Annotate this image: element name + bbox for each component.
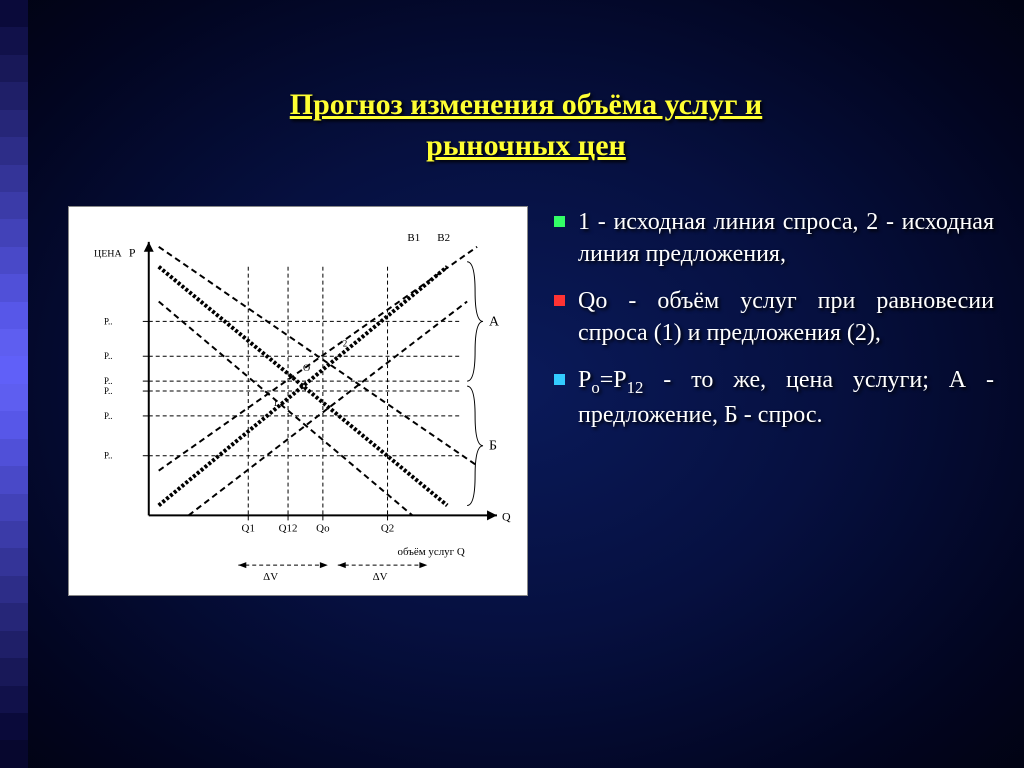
sidebar-square	[0, 137, 28, 164]
svg-text:Б: Б	[489, 439, 497, 454]
title-block: Прогноз изменения объёма услуг и рыночны…	[28, 85, 1024, 166]
sidebar-square	[0, 0, 28, 27]
sidebar-square	[0, 274, 28, 301]
svg-text:1: 1	[273, 398, 277, 408]
svg-text:А: А	[489, 314, 499, 329]
sidebar-square	[0, 302, 28, 329]
title-line-1: Прогноз изменения объёма услуг и	[290, 88, 762, 121]
svg-text:Q1: Q1	[242, 522, 255, 534]
svg-text:Q2: Q2	[381, 522, 394, 534]
sidebar-square	[0, 631, 28, 658]
sidebar-square	[0, 439, 28, 466]
sidebar-square	[0, 247, 28, 274]
sidebar-square	[0, 82, 28, 109]
svg-text:ΔV: ΔV	[263, 571, 278, 583]
sidebar-square	[0, 548, 28, 575]
diagram-svg: Q1Q12QоQ2QЦЕНАPобъём услуг QВ1В2АБP..P..…	[69, 207, 527, 595]
svg-text:ЦЕНА: ЦЕНА	[94, 249, 122, 260]
slide-content: Прогноз изменения объёма услуг и рыночны…	[28, 0, 1024, 768]
bullet-text: Pо=P12 - то же, цена услуги; А - предлож…	[578, 367, 994, 428]
sidebar-square	[0, 576, 28, 603]
sidebar-square	[0, 55, 28, 82]
sidebar-square	[0, 466, 28, 493]
sidebar-square	[0, 740, 28, 767]
svg-text:P..: P..	[104, 411, 112, 421]
sidebar-square	[0, 658, 28, 685]
sidebar-square	[0, 521, 28, 548]
svg-text:P..: P..	[104, 386, 112, 396]
svg-text:О: О	[303, 363, 310, 374]
svg-text:ΔV: ΔV	[373, 571, 388, 583]
bullet-item-2: Qо - объём услуг при равновесии спроса (…	[548, 285, 994, 350]
sidebar-square	[0, 686, 28, 713]
sidebar-square	[0, 384, 28, 411]
decorative-sidebar	[0, 0, 28, 768]
bullet-list: 1 - исходная линия спроса, 2 - исходная …	[548, 206, 994, 445]
sidebar-square	[0, 165, 28, 192]
svg-text:В1: В1	[407, 232, 420, 244]
svg-text:2: 2	[343, 338, 347, 348]
svg-text:Qо: Qо	[316, 522, 330, 534]
sidebar-square	[0, 329, 28, 356]
sidebar-square	[0, 356, 28, 383]
sidebar-square	[0, 713, 28, 740]
sidebar-square	[0, 219, 28, 246]
bullet-item-3: Pо=P12 - то же, цена услуги; А - предлож…	[548, 364, 994, 432]
svg-text:P..: P..	[104, 376, 112, 386]
svg-text:P..: P..	[104, 451, 112, 461]
sidebar-square	[0, 494, 28, 521]
svg-text:В2: В2	[437, 232, 450, 244]
title-line-2: рыночных цен	[426, 129, 626, 162]
bullet-text: Qо - объём услуг при равновесии спроса (…	[578, 288, 994, 346]
sidebar-square	[0, 192, 28, 219]
sidebar-square	[0, 110, 28, 137]
svg-text:P..: P..	[104, 316, 112, 326]
body-row: Q1Q12QоQ2QЦЕНАPобъём услуг QВ1В2АБP..P..…	[28, 206, 1024, 596]
slide-title: Прогноз изменения объёма услуг и рыночны…	[290, 85, 762, 166]
sidebar-square	[0, 411, 28, 438]
svg-text:P..: P..	[104, 351, 112, 361]
sidebar-square	[0, 603, 28, 630]
svg-text:объём услуг Q: объём услуг Q	[397, 546, 464, 558]
bullet-text: 1 - исходная линия спроса, 2 - исходная …	[578, 209, 994, 267]
bullet-item-1: 1 - исходная линия спроса, 2 - исходная …	[548, 206, 994, 271]
svg-text:Q12: Q12	[279, 522, 298, 534]
svg-text:P: P	[129, 246, 136, 260]
supply-demand-diagram: Q1Q12QоQ2QЦЕНАPобъём услуг QВ1В2АБP..P..…	[68, 206, 528, 596]
svg-text:Q: Q	[502, 509, 511, 523]
sidebar-square	[0, 27, 28, 54]
